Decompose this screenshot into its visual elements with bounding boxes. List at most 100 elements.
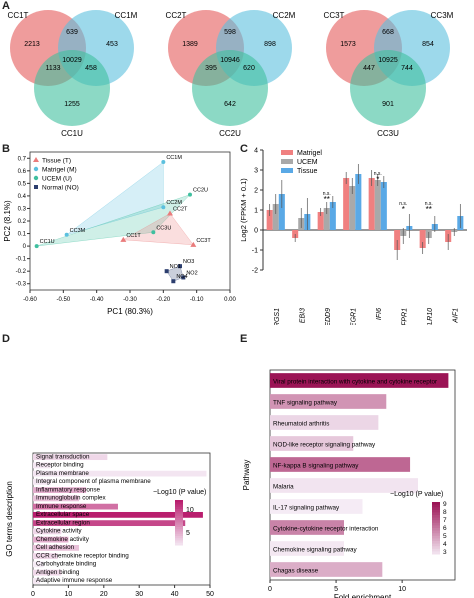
y-tick-label: -0.3 <box>16 282 27 288</box>
pca-point <box>188 192 192 197</box>
pca-point <box>120 236 127 242</box>
y-tick-label: 0.5 <box>18 181 27 187</box>
y-tick-label: 0.4 <box>18 194 27 200</box>
bar <box>368 178 375 230</box>
y-tick-label: 0 <box>23 244 27 250</box>
bar <box>33 553 58 560</box>
bar <box>33 478 51 485</box>
colorbar-tick: 3 <box>443 549 447 556</box>
x-tick-label: -0.30 <box>123 297 137 303</box>
venn-count: 598 <box>224 29 236 36</box>
x-tick-label: 40 <box>171 591 179 598</box>
colorbar-tick: 6 <box>443 525 447 532</box>
bar <box>270 373 449 388</box>
bar <box>270 520 344 535</box>
pca-point <box>64 232 69 237</box>
legend-marker <box>33 157 39 162</box>
venn-circle-u <box>350 50 426 126</box>
colorbar-segment <box>175 513 183 517</box>
colorbar-tick: 7 <box>443 517 447 524</box>
go-terms-panel: Signal transduction Receptor bindingPlasm… <box>5 452 214 598</box>
x-tick-label: 0 <box>31 591 35 598</box>
legend-swatch <box>281 159 293 164</box>
pca-point-label: NO1 <box>170 264 181 270</box>
venn-count: 901 <box>382 101 394 108</box>
category-label: Chemokine activity <box>36 536 90 543</box>
venn-count: 10925 <box>378 57 398 64</box>
bar <box>33 462 51 469</box>
pca-point-label: CC2U <box>193 188 208 194</box>
category-label: IFI6 <box>376 308 383 320</box>
y-tick-label: 0 <box>254 228 258 235</box>
colorbar-segment <box>175 529 183 532</box>
panel-label-a: A <box>2 0 10 12</box>
bar <box>270 415 379 430</box>
colorbar-segment <box>175 540 183 544</box>
category-label: EGR1 <box>350 308 357 325</box>
category-label: Cytokine activity <box>36 528 82 535</box>
venn-count: 395 <box>205 65 217 72</box>
colorbar-segment <box>432 541 440 545</box>
bar <box>323 208 330 230</box>
category-label: Extracellular region <box>36 519 90 526</box>
category-label: EBI3 <box>299 308 306 323</box>
venn-set-label: CC1M <box>115 11 138 20</box>
category-label: RGS1 <box>274 308 281 325</box>
venn-set-label: CC3U <box>377 129 399 138</box>
category-label: Adaptive immune response <box>36 577 113 584</box>
bar <box>419 230 426 248</box>
bar <box>33 495 80 502</box>
x-axis-label: Fold enrichment <box>334 593 392 598</box>
x-tick-label: -0.60 <box>23 297 37 303</box>
x-tick-label: -0.20 <box>156 297 170 303</box>
colorbar-tick: 9 <box>443 501 447 508</box>
category-label: Viral protein interaction with cytokine … <box>273 379 437 386</box>
venn-circle-u <box>192 50 268 126</box>
bar <box>343 178 350 230</box>
colorbar-tick: 10 <box>186 507 194 514</box>
venn-set-label: CC3M <box>431 11 454 20</box>
x-tick-label: 10 <box>65 591 73 598</box>
colorbar-tick: 4 <box>443 541 447 548</box>
bar <box>33 487 87 494</box>
y-tick-label: 0.3 <box>18 206 27 212</box>
category-label: NF-kappa B signaling pathway <box>273 463 359 470</box>
y-tick-label: 0.1 <box>18 232 27 238</box>
category-label: TLR10 <box>427 308 434 325</box>
panel-label-c: C <box>240 143 248 155</box>
y-axis-label: GO terms description <box>5 481 14 557</box>
pca-point-label: CC3U <box>156 225 171 231</box>
colorbar-segment <box>175 524 183 528</box>
category-label: Cell adhesion <box>36 544 75 551</box>
bar <box>329 202 336 230</box>
venn-circle-u <box>34 50 110 126</box>
colorbar-segment <box>175 531 183 535</box>
colorbar-segment <box>432 548 440 552</box>
panel-label-e: E <box>240 333 248 345</box>
colorbar-segment <box>432 543 440 547</box>
y-tick-label: -2 <box>252 268 258 275</box>
category-label: Chagas disease <box>273 568 319 575</box>
pca-point-label: CC2T <box>173 206 188 212</box>
bar <box>270 541 344 556</box>
venn-set-label: CC2M <box>273 11 296 20</box>
category-label: NEDD9 <box>325 308 332 325</box>
x-tick-label: 5 <box>334 586 338 593</box>
pca-point-label: NO4 <box>176 274 187 280</box>
y-tick-label: 2 <box>254 188 258 195</box>
legend-label: UCEM <box>297 159 318 166</box>
bar <box>270 394 387 409</box>
pca-point-label: CC3T <box>196 238 211 244</box>
legend-label: Tissue (T) <box>42 158 71 165</box>
colorbar-segment <box>175 538 183 541</box>
x-tick-label: 20 <box>100 591 108 598</box>
y-tick-label: -1 <box>252 248 258 255</box>
colorbar-segment <box>175 522 183 526</box>
category-label: IL-17 signaling pathway <box>273 505 340 512</box>
pca-point-label: CC3M <box>70 228 86 234</box>
pca-point-label: NO3 <box>183 259 194 265</box>
colorbar-segment <box>175 518 183 521</box>
pathway-panel: Viral protein interaction with cytokine … <box>242 369 456 598</box>
colorbar-segment <box>432 515 440 519</box>
